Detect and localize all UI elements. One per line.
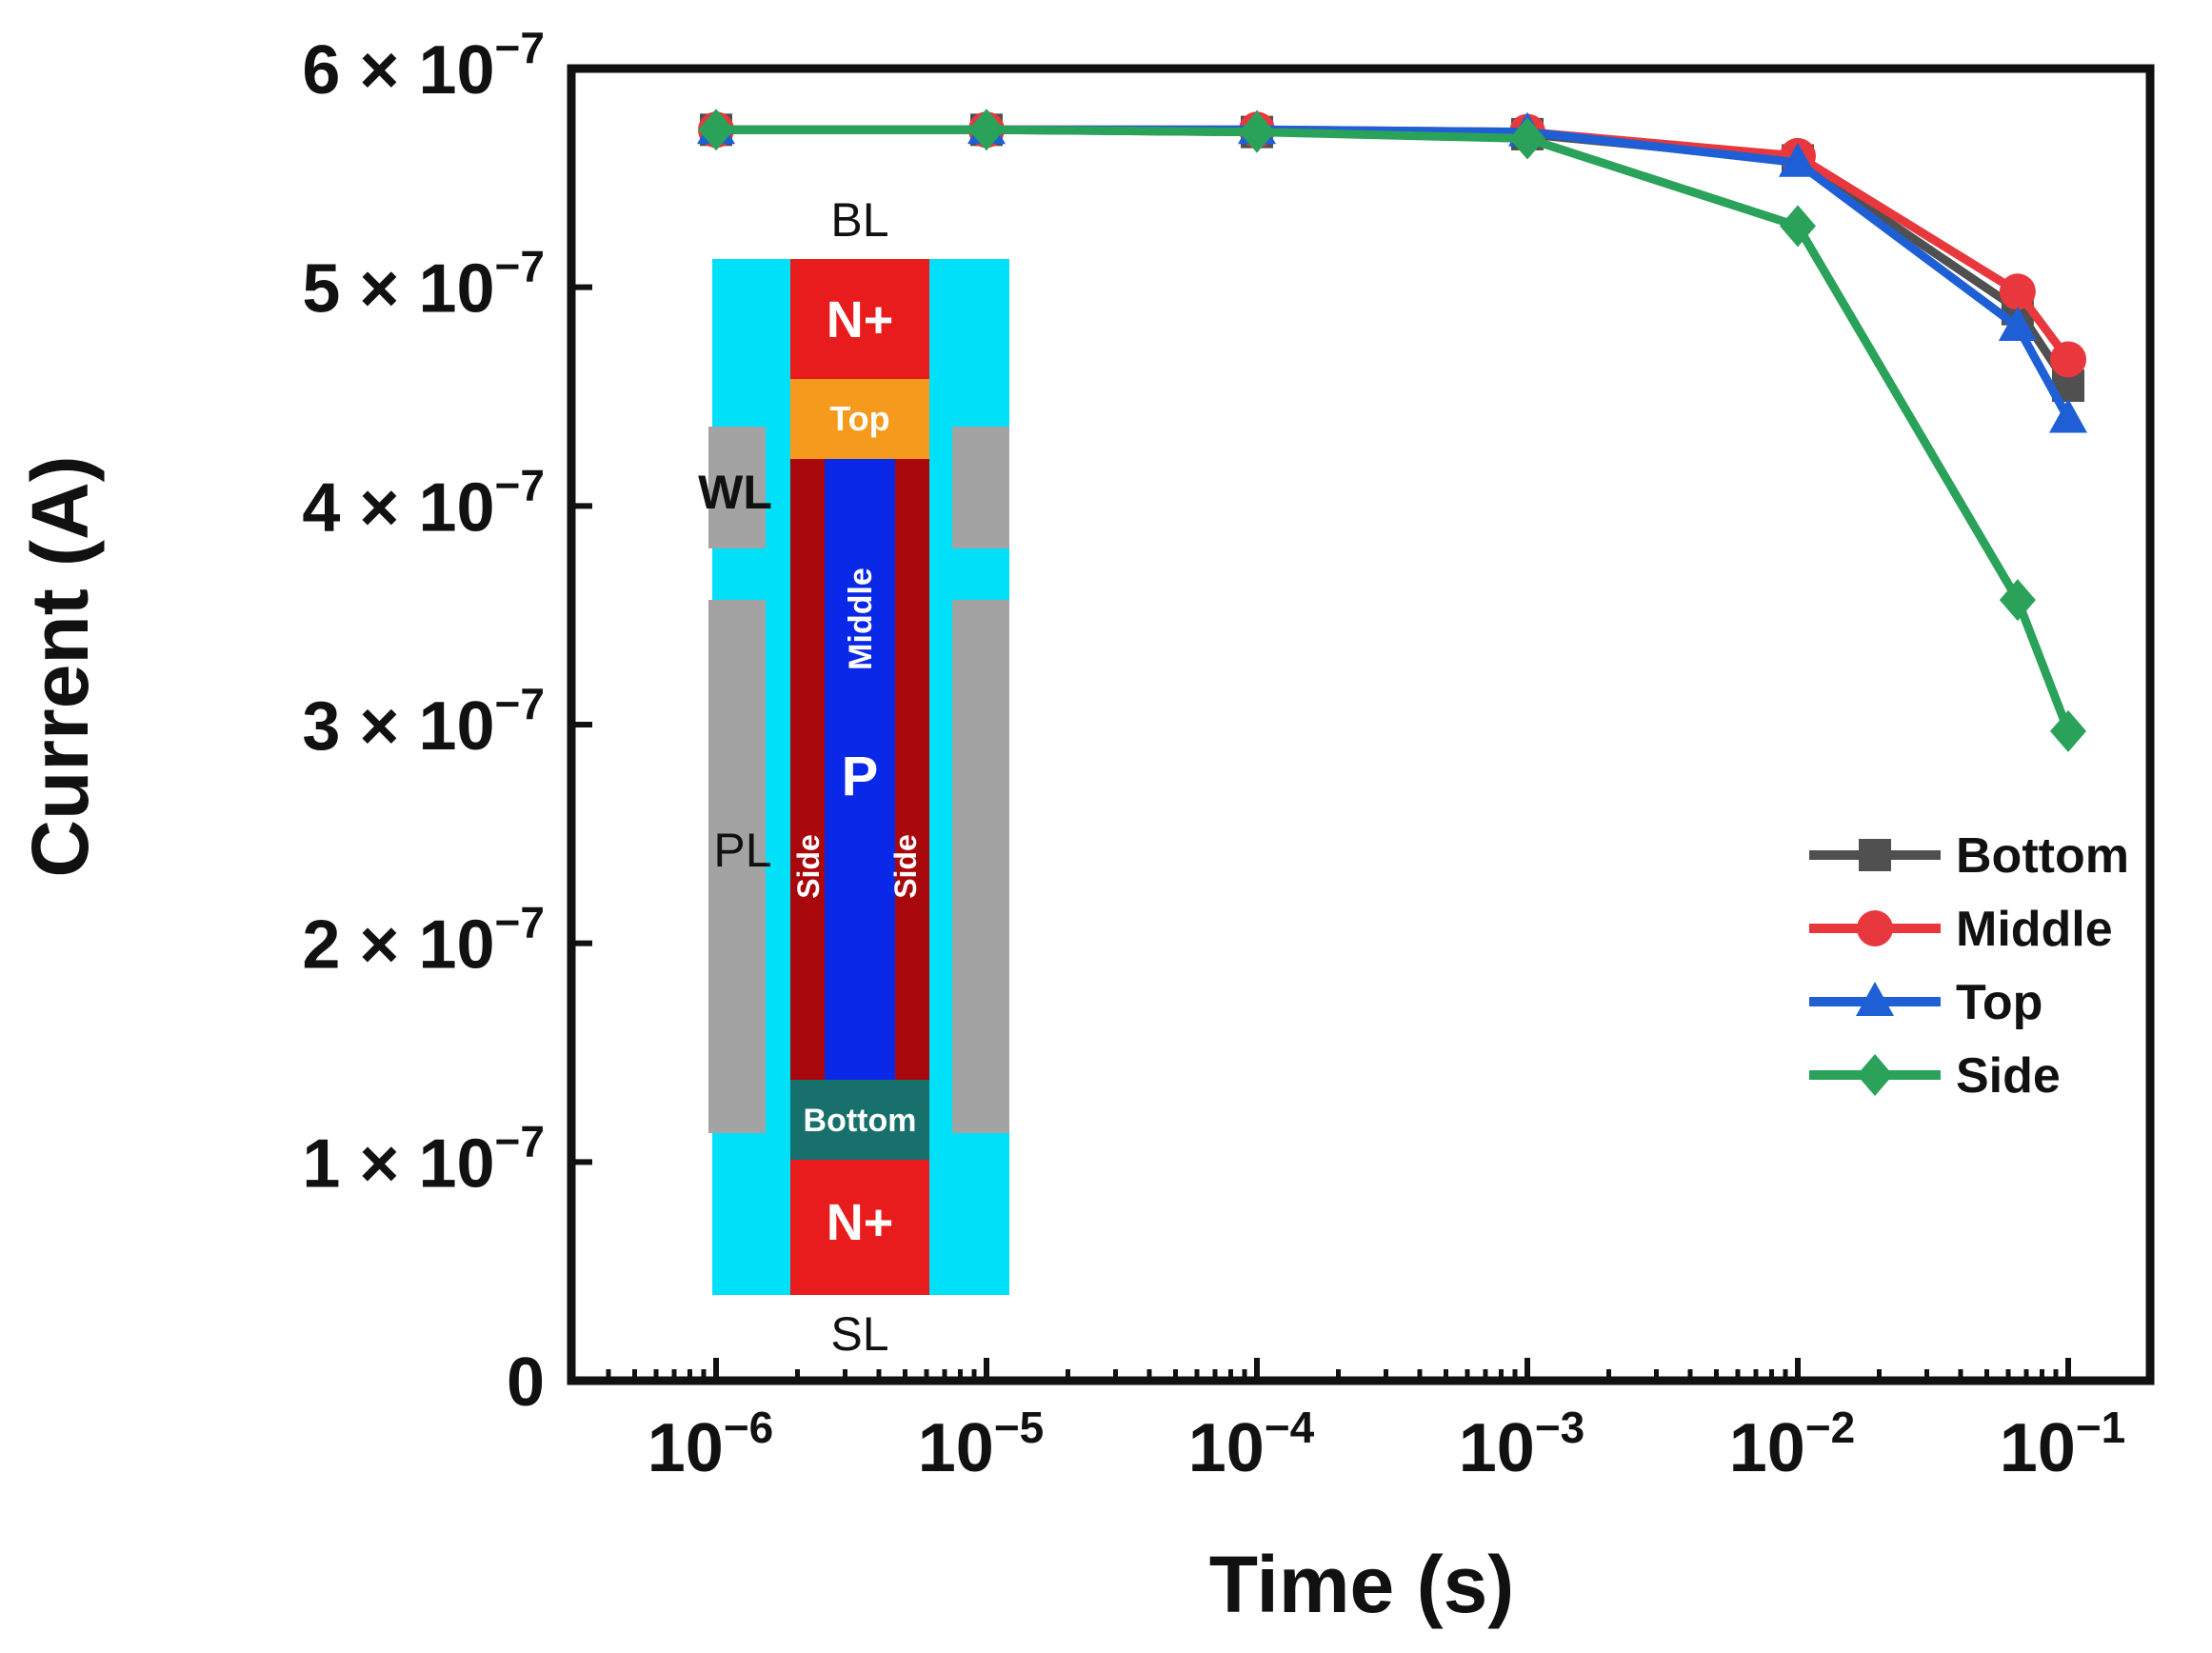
wl-label: WL xyxy=(698,466,772,519)
y-tick-label: 1 × 10−7 xyxy=(302,1116,545,1202)
x-tick-label: 10−3 xyxy=(1459,1403,1585,1486)
data-point-side xyxy=(1780,205,1816,248)
x-tick-label: 10−5 xyxy=(918,1403,1045,1486)
x-axis-title: Time (s) xyxy=(1209,1540,1515,1629)
pl-gate-left xyxy=(708,600,766,1133)
side-left-label: Side xyxy=(791,834,826,899)
wl-gate-left xyxy=(708,427,766,548)
data-point-top xyxy=(2049,398,2087,433)
side-left-region xyxy=(790,459,825,1080)
y-axis-ticks: 0 1 × 10−7 2 × 10−7 3 × 10−7 4 × 10−7 5 × 10−… xyxy=(302,23,592,1421)
series-side xyxy=(698,109,2086,752)
legend-label-side: Side xyxy=(1956,1048,2061,1104)
side-right-label: Side xyxy=(888,834,923,899)
legend-label-top: Top xyxy=(1956,975,2043,1030)
data-point-side xyxy=(1999,579,2036,622)
sl-label: SL xyxy=(830,1307,888,1361)
data-point-top xyxy=(1779,142,1817,177)
data-point-middle xyxy=(2050,341,2086,378)
x-minor-ticks xyxy=(606,1369,2059,1381)
data-point-side xyxy=(1509,117,1545,160)
wl-gate-right xyxy=(952,427,1009,548)
y-tick-label: 4 × 10−7 xyxy=(302,460,545,546)
data-point-side xyxy=(698,109,734,151)
x-tick-label: 10−4 xyxy=(1188,1403,1315,1486)
legend-label-middle: Middle xyxy=(1956,902,2113,957)
data-point-side xyxy=(2050,709,2086,752)
device-cross-section-inset: BL SL WL PL N+ N+ Top Bottom P Middle Si… xyxy=(698,193,1009,1361)
top-n-plus-region xyxy=(790,259,929,379)
legend: Bottom Middle Top Side xyxy=(1809,828,2129,1104)
side-right-region xyxy=(895,459,929,1080)
y-tick-label: 3 × 10−7 xyxy=(302,679,545,765)
y-axis-title: Current (A) xyxy=(15,455,105,877)
y-tick-label: 2 × 10−7 xyxy=(302,898,545,984)
top-region-label: Top xyxy=(829,399,889,438)
bottom-n-plus-region xyxy=(790,1160,929,1295)
x-tick-label: 10−2 xyxy=(1729,1403,1856,1486)
bottom-region xyxy=(790,1080,929,1160)
bottom-region-label: Bottom xyxy=(804,1103,917,1139)
data-point-side xyxy=(1239,110,1275,153)
middle-region-label: Middle xyxy=(843,568,879,670)
data-point-middle xyxy=(1999,273,2036,310)
p-body-region xyxy=(825,459,895,1080)
data-series xyxy=(697,109,2087,752)
bottom-n-plus-label: N+ xyxy=(827,1194,894,1251)
data-point-top xyxy=(1998,307,2037,342)
legend-marker-middle xyxy=(1857,910,1893,946)
legend-marker-side xyxy=(1857,1054,1893,1096)
x-axis-ticks: 10−6 10−5 10−4 10−3 10−2 10−1 xyxy=(648,1358,2126,1486)
x-tick-label: 10−1 xyxy=(2000,1403,2126,1486)
p-region-label: P xyxy=(842,746,879,807)
pl-gate-right xyxy=(952,600,1009,1133)
top-region xyxy=(790,379,929,459)
x-tick-label: 10−6 xyxy=(648,1403,774,1486)
y-tick-label: 5 × 10−7 xyxy=(302,242,545,328)
pl-label: PL xyxy=(713,824,771,877)
bl-label: BL xyxy=(830,193,888,247)
y-tick-label: 6 × 10−7 xyxy=(302,23,545,109)
top-n-plus-label: N+ xyxy=(827,291,894,349)
data-point-side xyxy=(968,109,1005,151)
legend-marker-bottom xyxy=(1859,839,1891,871)
legend-marker-top xyxy=(1856,982,1894,1016)
y-tick-label: 0 xyxy=(507,1344,545,1421)
legend-label-bottom: Bottom xyxy=(1956,828,2129,884)
